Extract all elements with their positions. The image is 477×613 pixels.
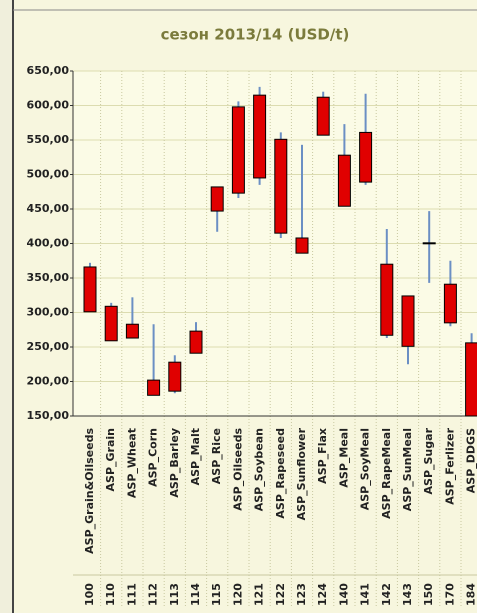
y-tick-label: 200,00 <box>27 375 70 388</box>
x-tick-label: ASP_SunMeal <box>401 428 414 511</box>
box <box>147 379 161 396</box>
category-code: 143 <box>401 583 414 606</box>
box <box>443 283 457 324</box>
y-tick-label: 650,00 <box>27 64 70 77</box>
x-tick-label: ASP_Rapeseed <box>274 428 287 519</box>
category-code: 170 <box>443 583 456 606</box>
category-code: 124 <box>316 583 329 606</box>
box <box>359 131 373 183</box>
x-tick-label: ASP_Malt <box>189 428 202 485</box>
category-code: 120 <box>231 583 244 606</box>
box <box>337 154 351 207</box>
category-code: 140 <box>337 583 350 606</box>
x-tick-label: ASP_Grain <box>104 428 117 491</box>
x-tick-label: ASP_Grain&Oilseeds <box>83 428 96 554</box>
box <box>210 186 224 212</box>
box <box>125 323 139 339</box>
x-tick-label: ASP_Soybean <box>253 428 266 511</box>
chart-title: сезон 2013/14 (USD/t) <box>161 26 350 44</box>
x-tick-label: ASP_SoyMeal <box>359 428 372 510</box>
x-tick-label: ASP_Meal <box>337 428 350 488</box>
category-code: 121 <box>253 583 266 606</box>
box <box>316 96 330 136</box>
y-tick-label: 500,00 <box>27 168 70 181</box>
box <box>83 266 97 313</box>
x-tick-label: ASP_Sunflower <box>295 427 308 520</box>
box <box>231 106 245 194</box>
x-tick-label: ASP_Sugar <box>422 427 435 494</box>
x-tick-label: ASP_Rice <box>210 428 223 484</box>
y-tick-label: 350,00 <box>27 271 70 284</box>
y-tick-label: 550,00 <box>27 133 70 146</box>
y-tick-label: 400,00 <box>27 237 70 250</box>
category-code: 110 <box>104 583 117 606</box>
x-tick-label: ASP_Ferlizer <box>443 427 456 504</box>
y-tick-label: 450,00 <box>27 202 70 215</box>
y-tick-label: 150,00 <box>27 409 70 422</box>
x-tick-label: ASP_RapeMeal <box>380 428 393 519</box>
category-code: 141 <box>359 583 372 606</box>
y-tick-label: 250,00 <box>27 340 70 353</box>
x-tick-label: ASP_Oilseeds <box>231 428 244 511</box>
category-code: 184 <box>465 583 477 606</box>
category-code: 115 <box>210 583 223 606</box>
box <box>189 330 203 354</box>
category-code: 123 <box>295 583 308 606</box>
box <box>253 94 267 179</box>
box <box>168 361 182 392</box>
category-code: 150 <box>422 583 435 606</box>
x-tick-label: ASP_DDGS <box>465 428 477 493</box>
category-code: 122 <box>274 583 287 606</box>
y-tick-label: 600,00 <box>27 99 70 112</box>
category-code: 114 <box>189 583 202 606</box>
box <box>274 138 288 234</box>
category-code: 100 <box>83 583 96 606</box>
category-code: 142 <box>380 583 393 606</box>
category-code: 113 <box>168 583 181 606</box>
category-code: 112 <box>147 583 160 606</box>
left-panel <box>0 0 12 613</box>
box <box>104 305 118 342</box>
box <box>295 237 309 254</box>
x-tick-label: ASP_Barley <box>168 428 181 498</box>
category-code: 111 <box>125 583 138 606</box>
box <box>422 242 436 245</box>
x-tick-label: ASP_Corn <box>147 428 160 487</box>
box <box>465 342 477 417</box>
y-tick-label: 300,00 <box>27 306 70 319</box>
box <box>401 295 415 347</box>
box <box>380 263 394 336</box>
x-tick-label: ASP_Flax <box>316 428 329 484</box>
x-tick-label: ASP_Wheat <box>125 428 138 498</box>
